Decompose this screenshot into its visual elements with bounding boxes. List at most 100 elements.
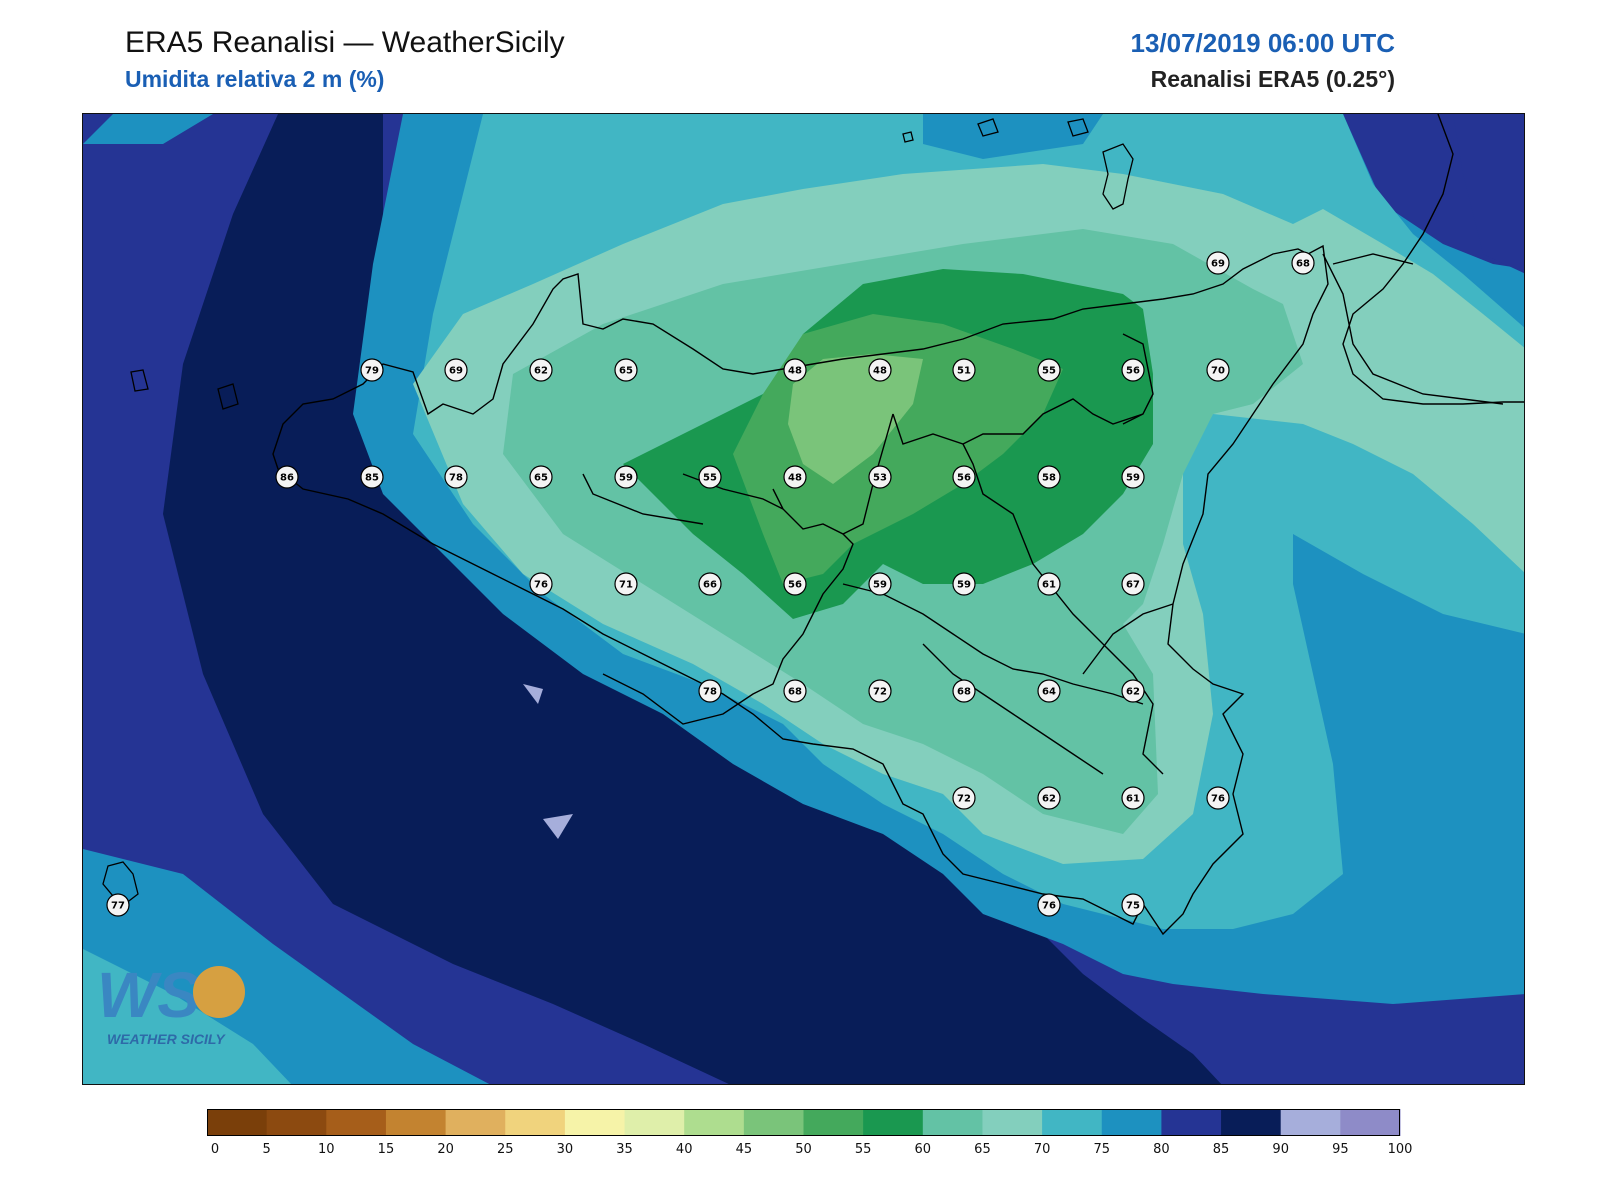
station-value: 77 (111, 901, 125, 912)
station-marker (275, 465, 299, 489)
colorbar-tick-label: 55 (855, 1142, 872, 1157)
station-marker (1206, 786, 1230, 810)
islands (102, 118, 1134, 905)
station-marker (783, 465, 807, 489)
colorbar-tick-label: 95 (1332, 1142, 1349, 1157)
station-value: 58 (1042, 473, 1056, 484)
station-marker (614, 465, 638, 489)
band-75-80-nw (83, 114, 213, 144)
station-value: 68 (1296, 259, 1310, 270)
station-value: 56 (788, 580, 802, 591)
band-75-80-n (923, 114, 1103, 159)
station-marker (952, 786, 976, 810)
station-value: 59 (957, 580, 971, 591)
station-value: 76 (534, 580, 548, 591)
colorbar-tick-label: 15 (378, 1142, 395, 1157)
valid-datetime: 13/07/2019 06:00 UTC (1130, 28, 1395, 58)
colorbar-canvas: 0 5 10 15 20 25 30 35 40 45 50 55 60 65 70 75 80 85 90 95 10… (207, 1109, 1413, 1157)
colorbar-tick-label: 60 (915, 1142, 932, 1157)
station-value: 55 (703, 473, 717, 484)
station-marker (1206, 358, 1230, 382)
band-95-100-b (543, 814, 573, 839)
colorbar-tick-label: 90 (1272, 1142, 1289, 1157)
station-marker (1121, 679, 1145, 703)
station-marker (868, 358, 892, 382)
colorbar-segment (743, 1109, 804, 1136)
station-marker (614, 358, 638, 382)
colorbar-segment (326, 1109, 387, 1136)
weathersicily-logo: WS WEATHER SICILY (97, 959, 245, 1047)
station-value: 69 (449, 366, 463, 377)
colorbar-segment (1221, 1109, 1282, 1136)
station-marker (1121, 786, 1145, 810)
station-marker (529, 465, 553, 489)
station-value: 61 (1042, 580, 1056, 591)
station-marker (529, 358, 553, 382)
logo-mark: WS (97, 959, 200, 1031)
station-value: 59 (873, 580, 887, 591)
station-value: 48 (873, 366, 887, 377)
station-marker (1037, 572, 1061, 596)
band-70-75-sw (83, 949, 292, 1084)
logo-sun-icon (193, 966, 245, 1018)
station-value: 70 (1211, 366, 1225, 377)
station-marker (868, 572, 892, 596)
station-marker (952, 465, 976, 489)
station-marker (698, 465, 722, 489)
colorbar-tick-label: 70 (1034, 1142, 1051, 1157)
band-95-100-a (523, 684, 543, 704)
colorbar-segment (863, 1109, 924, 1136)
station-marker (1037, 786, 1061, 810)
colorbar-tick-label: 5 (263, 1142, 271, 1157)
data-source-label: Reanalisi ERA5 (0.25°) (1150, 66, 1395, 92)
station-marker (1121, 893, 1145, 917)
station-marker (1206, 251, 1230, 275)
band-85-90-ne (1453, 114, 1524, 274)
calabria-coastline (1342, 114, 1524, 405)
station-marker (952, 572, 976, 596)
station-marker (614, 572, 638, 596)
colorbar-tick-label: 45 (736, 1142, 753, 1157)
station-value: 72 (957, 794, 971, 805)
station-value: 61 (1126, 794, 1140, 805)
colorbar-tick-label: 65 (974, 1142, 991, 1157)
station-value: 65 (619, 366, 633, 377)
station-marker (1291, 251, 1315, 275)
station-value: 76 (1211, 794, 1225, 805)
colorbar-tick-label: 30 (557, 1142, 574, 1157)
colorbar-segment (1161, 1109, 1222, 1136)
station-marker (1037, 465, 1061, 489)
station-marker (106, 893, 130, 917)
colorbar: 0 5 10 15 20 25 30 35 40 45 50 55 60 65 70 75 80 85 90 95 10… (207, 1109, 1422, 1174)
station-marker (360, 358, 384, 382)
colorbar-tick-label: 25 (497, 1142, 514, 1157)
station-value: 53 (873, 473, 887, 484)
station-value: 64 (1042, 687, 1056, 698)
colorbar-border (207, 1109, 1400, 1136)
station-marker (1121, 358, 1145, 382)
station-value: 56 (1126, 366, 1140, 377)
colorbar-segment (385, 1109, 447, 1136)
station-value: 69 (1211, 259, 1225, 270)
colorbar-tick-label: 40 (676, 1142, 693, 1157)
humidity-map[interactable]: 79 69 62 65 48 48 51 55 56 70 86 85 78 65 59 55 48 53 56 58… (82, 113, 1525, 1085)
map-title: ERA5 Reanalisi — WeatherSicily (125, 26, 565, 59)
station-value: 66 (703, 580, 717, 591)
station-value: 59 (619, 473, 633, 484)
station-value: 48 (788, 366, 802, 377)
colorbar-tick-label: 0 (211, 1142, 219, 1157)
band-90-95 (163, 114, 1222, 1084)
station-value: 86 (280, 473, 294, 484)
colorbar-tick-label: 100 (1388, 1142, 1413, 1157)
station-value: 62 (534, 366, 548, 377)
station-marker (868, 465, 892, 489)
station-marker (1037, 679, 1061, 703)
band-45-50 (788, 354, 923, 484)
colorbar-tick-label: 35 (616, 1142, 633, 1157)
colorbar-tick-label: 80 (1153, 1142, 1170, 1157)
colorbar-segment (266, 1109, 327, 1136)
colorbar-segment (1340, 1109, 1401, 1136)
colorbar-segment (505, 1109, 566, 1136)
colorbar-segment (207, 1109, 268, 1136)
station-value: 72 (873, 687, 887, 698)
